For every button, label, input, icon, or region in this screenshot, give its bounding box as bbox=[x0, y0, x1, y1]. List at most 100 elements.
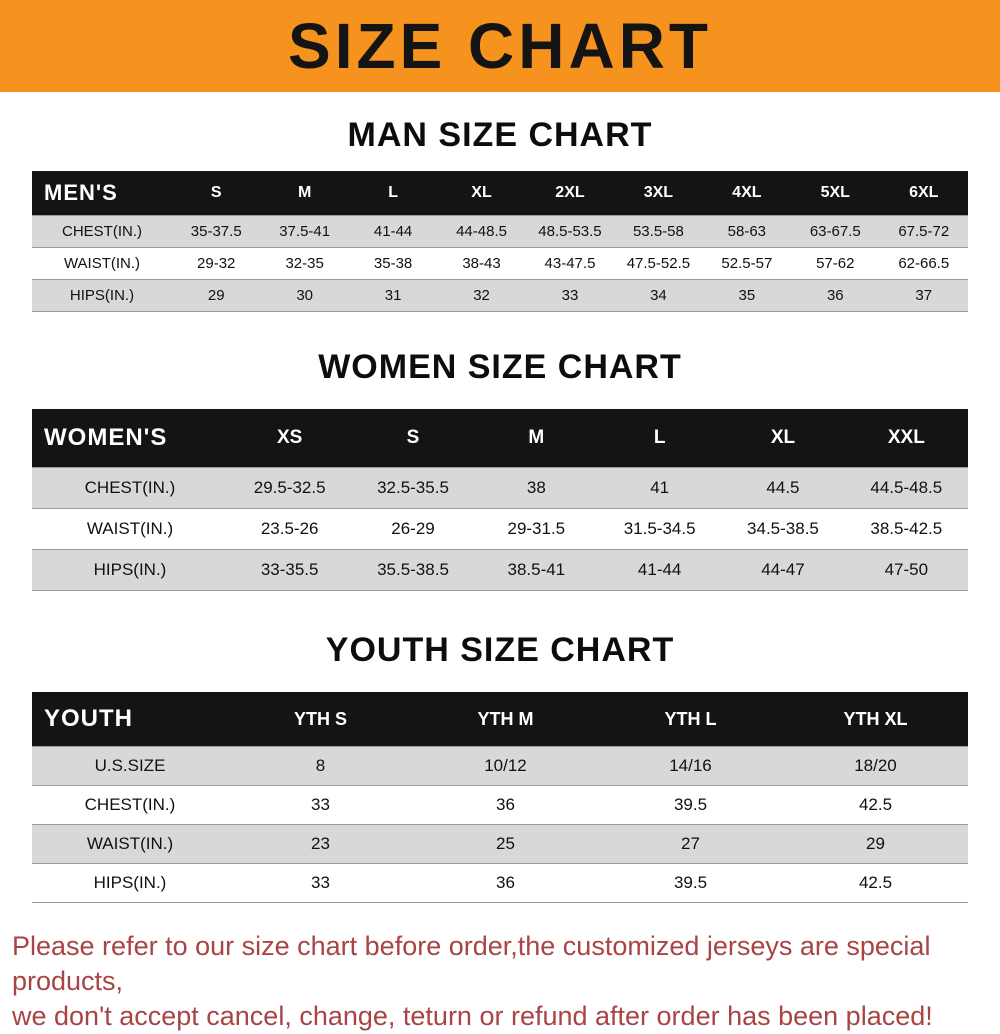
measurement-value: 26-29 bbox=[391, 519, 435, 538]
measurement-value: 8 bbox=[315, 756, 326, 775]
measurement-value: 36 bbox=[826, 287, 844, 304]
measurement-label: CHEST(IN.) bbox=[84, 795, 176, 814]
measurement-value: 48.5-53.5 bbox=[538, 223, 602, 240]
women-section-title: WOMEN SIZE CHART bbox=[318, 348, 682, 386]
measurement-value: 33 bbox=[311, 795, 330, 814]
measurement-row: HIPS(IN.) 33-35.5 35.5-38.5 38.5-41 41-44 44-… bbox=[32, 549, 968, 591]
measurement-value: 41-44 bbox=[373, 223, 413, 240]
measurement-value: 41 bbox=[650, 478, 670, 497]
size-column-header: S bbox=[351, 409, 475, 468]
measurement-value: 47-50 bbox=[884, 560, 929, 579]
measurement-label: HIPS(IN.) bbox=[93, 560, 167, 579]
measurement-value: 30 bbox=[296, 287, 313, 304]
measurement-row: WAIST(IN.) 29-32 32-35 35-38 38-43 43-47.5 47.… bbox=[32, 247, 968, 280]
measurement-value: 35.5-38.5 bbox=[377, 560, 449, 579]
measurement-value: 32 bbox=[473, 287, 490, 304]
size-column-header: S bbox=[172, 171, 261, 216]
measurement-value: 18/20 bbox=[854, 756, 897, 775]
measurement-value: 44.5-48.5 bbox=[870, 478, 943, 497]
measurement-value: 42.5 bbox=[858, 795, 893, 814]
table-title-cell: MEN'S bbox=[32, 171, 172, 216]
measurement-value: 38-43 bbox=[462, 255, 501, 272]
measurement-row: WAIST(IN.) 23 25 27 29 bbox=[32, 824, 968, 864]
measurement-row: U.S.SIZE 8 10/12 14/16 18/20 bbox=[32, 746, 968, 786]
banner: SIZE CHART bbox=[0, 0, 1000, 92]
size-column-header: YTH L bbox=[598, 692, 783, 747]
measurement-row: HIPS(IN.) 33 36 39.5 42.5 bbox=[32, 863, 968, 903]
measurement-value: 58-63 bbox=[727, 223, 767, 240]
measurement-value: 32.5-35.5 bbox=[377, 478, 449, 497]
measurement-value: 25 bbox=[496, 834, 515, 853]
size-column-header: M bbox=[260, 171, 349, 216]
measurement-label: HIPS(IN.) bbox=[93, 873, 167, 892]
measurement-value: 35 bbox=[738, 287, 756, 304]
size-column-header: YTH M bbox=[413, 692, 598, 747]
measurement-label: CHEST(IN.) bbox=[62, 223, 142, 240]
size-column-header: XS bbox=[228, 409, 352, 468]
measurement-value: 43-47.5 bbox=[544, 255, 596, 272]
table-title-cell: WOMEN'S bbox=[32, 409, 228, 468]
measurement-row: HIPS(IN.) 29 30 31 32 33 34 35 36 37 bbox=[32, 279, 968, 312]
measurement-value: 29.5-32.5 bbox=[253, 478, 326, 497]
measurement-value: 37.5-41 bbox=[279, 223, 331, 240]
measurement-value: 52.5-57 bbox=[721, 255, 773, 272]
size-column-header: XXL bbox=[844, 409, 968, 468]
size-column-header: L bbox=[597, 409, 722, 468]
size-column-header: YTH S bbox=[228, 692, 413, 747]
page-title: SIZE CHART bbox=[288, 10, 712, 82]
table-title-cell: YOUTH bbox=[32, 692, 228, 747]
measurement-value: 14/16 bbox=[669, 756, 712, 775]
size-column-header: YTH XL bbox=[783, 692, 968, 747]
measurement-value: 63-67.5 bbox=[809, 223, 861, 240]
measurement-value: 31.5-34.5 bbox=[623, 519, 696, 538]
measurement-value: 36 bbox=[496, 795, 515, 814]
measurement-value: 38 bbox=[526, 478, 546, 497]
youth-size-table: YOUTH YTH S YTH M YTH L YTH XL U.S.SIZE 8 10/12… bbox=[32, 692, 968, 903]
measurement-value: 29-32 bbox=[197, 255, 236, 272]
measurement-value: 47.5-52.5 bbox=[626, 255, 691, 272]
youth-section-title: YOUTH SIZE CHART bbox=[325, 631, 675, 669]
size-column-header: 4XL bbox=[702, 171, 792, 216]
size-column-header: XL bbox=[721, 409, 845, 468]
table-header-row: MEN'S S M L XL 2XL 3XL 4XL 5XL 6XL bbox=[32, 171, 968, 216]
measurement-label: WAIST(IN.) bbox=[63, 255, 141, 272]
measurement-row: CHEST(IN.) 33 36 39.5 42.5 bbox=[32, 785, 968, 825]
measurement-value: 35-37.5 bbox=[190, 223, 242, 240]
women-size-section: WOMEN SIZE CHART WOMEN'S XS S M L XL XXL CHEST(… bbox=[0, 348, 1000, 591]
measurement-row: CHEST(IN.) 35-37.5 37.5-41 41-44 44-48.5 48.5… bbox=[32, 215, 968, 248]
measurement-value: 31 bbox=[384, 287, 402, 304]
measurement-value: 44-47 bbox=[761, 560, 805, 579]
notice-line-1: Please refer to our size chart before or… bbox=[12, 931, 931, 997]
men-size-table: MEN'S S M L XL 2XL 3XL 4XL 5XL 6XL CHEST(IN.) 35-37… bbox=[32, 171, 968, 312]
size-column-header: 3XL bbox=[614, 171, 703, 216]
measurement-value: 32-35 bbox=[285, 255, 324, 272]
measurement-value: 35-38 bbox=[373, 255, 413, 272]
table-header-row: WOMEN'S XS S M L XL XXL bbox=[32, 409, 968, 468]
measurement-value: 33 bbox=[561, 287, 579, 304]
measurement-value: 29 bbox=[866, 834, 885, 853]
measurement-value: 36 bbox=[496, 873, 515, 892]
size-column-header: XL bbox=[437, 171, 526, 216]
measurement-value: 23.5-26 bbox=[260, 519, 319, 538]
measurement-value: 29 bbox=[207, 287, 225, 304]
size-column-header: 2XL bbox=[525, 171, 615, 216]
measurement-value: 44-48.5 bbox=[456, 223, 507, 240]
measurement-value: 34 bbox=[650, 287, 667, 304]
measurement-value: 38.5-41 bbox=[507, 560, 566, 579]
measurement-value: 33 bbox=[311, 873, 330, 892]
measurement-row: WAIST(IN.) 23.5-26 26-29 29-31.5 31.5-34.5 34… bbox=[32, 508, 968, 550]
measurement-label: CHEST(IN.) bbox=[84, 478, 176, 497]
measurement-label: WAIST(IN.) bbox=[86, 519, 174, 538]
youth-size-section: YOUTH SIZE CHART YOUTH YTH S YTH M YTH L YTH… bbox=[0, 631, 1000, 903]
measurement-value: 37 bbox=[915, 287, 933, 304]
size-column-header: 6XL bbox=[879, 171, 968, 216]
measurement-value: 44.5 bbox=[766, 478, 800, 497]
table-header-row: YOUTH YTH S YTH M YTH L YTH XL bbox=[32, 692, 968, 747]
measurement-value: 23 bbox=[311, 834, 330, 853]
measurement-value: 33-35.5 bbox=[260, 560, 319, 579]
measurement-label: WAIST(IN.) bbox=[86, 834, 174, 853]
women-size-table: WOMEN'S XS S M L XL XXL CHEST(IN.) 29.5-32.5 32.5… bbox=[32, 409, 968, 591]
measurement-value: 29-31.5 bbox=[507, 519, 566, 538]
measurement-value: 41-44 bbox=[637, 560, 682, 579]
